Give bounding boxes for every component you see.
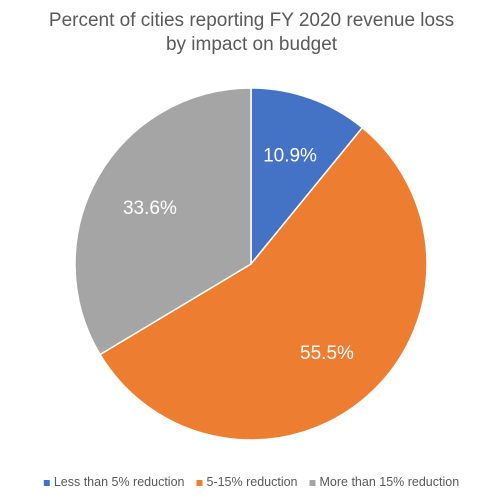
legend-label-5-15-reduction: 5-15% reduction — [206, 475, 297, 489]
slice-label-more-than-15-reduction: 33.6% — [123, 198, 177, 219]
pie-slices — [74, 87, 428, 441]
legend-swatch-5-15-reduction — [196, 480, 203, 486]
pie-slice-less-than-5-reduction — [250, 87, 364, 265]
legend-swatch-less-than-5-reduction — [43, 480, 50, 486]
slice-label-less-than-5-reduction: 10.9% — [263, 146, 317, 167]
legend-item-less-than-5-reduction: Less than 5% reduction — [43, 475, 185, 489]
legend-label-less-than-5-reduction: Less than 5% reduction — [54, 475, 185, 489]
pie-slice-more-than-15-reduction — [74, 87, 252, 356]
legend-label-more-than-15-reduction: More than 15% reduction — [320, 475, 460, 489]
pie-slice-5-15-reduction — [99, 126, 428, 441]
legend-item-5-15-reduction: 5-15% reduction — [196, 475, 298, 489]
legend: Less than 5% reduction 5-15% reduction Mor… — [43, 475, 460, 489]
chart-title-line-1: Percent of cities reporting FY 2020 reve… — [49, 10, 454, 31]
chart-title-line-2: by impact on budget — [166, 34, 338, 55]
legend-item-more-than-15-reduction: More than 15% reduction — [309, 475, 460, 489]
slice-label-5-15-reduction: 55.5% — [300, 343, 354, 364]
pie-slice-labels: 10.9% 55.5% 33.6% — [123, 146, 354, 364]
legend-swatch-more-than-15-reduction — [309, 480, 316, 486]
